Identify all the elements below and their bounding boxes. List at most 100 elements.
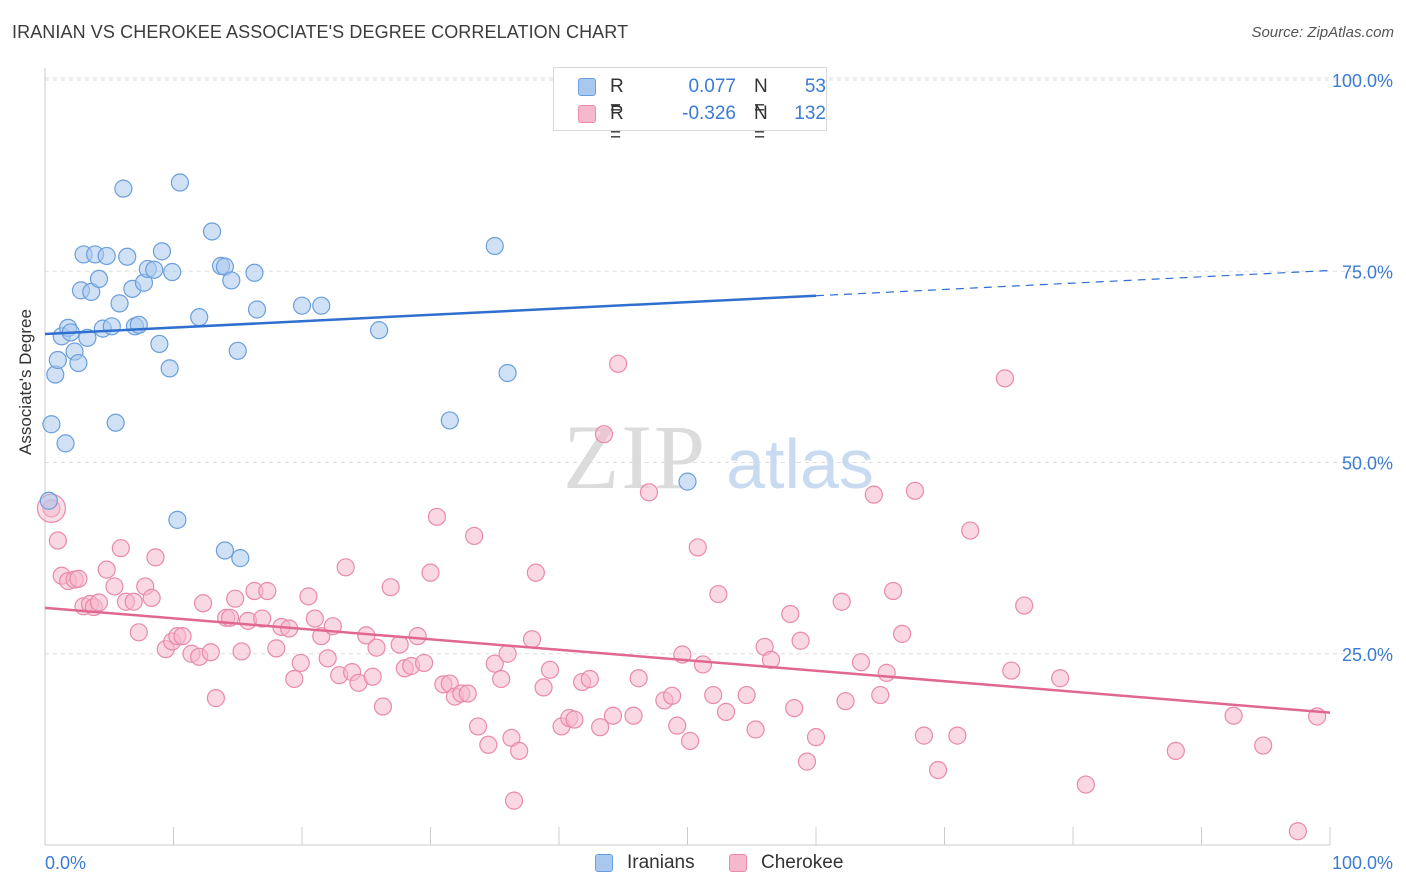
cherokee-point <box>129 623 148 642</box>
cherokee-point <box>534 678 553 697</box>
iranians-point <box>245 263 264 282</box>
cherokee-point <box>806 728 826 747</box>
iranians-point <box>678 472 697 491</box>
legend-r-label: R = <box>610 103 624 146</box>
cherokee-point <box>97 560 116 579</box>
cherokee-point <box>1224 706 1243 725</box>
iranians-point <box>56 434 75 453</box>
cherokee-point <box>89 593 109 612</box>
cherokee-swatch <box>578 105 596 123</box>
cherokee-point <box>864 485 883 504</box>
watermark-zip: ZIP <box>563 406 707 508</box>
cherokee-point <box>258 581 277 601</box>
iranians-point <box>97 246 116 266</box>
cherokee-point <box>1002 661 1021 680</box>
cherokee-point <box>609 354 628 373</box>
cherokee-point <box>305 609 324 628</box>
iranians-point <box>69 353 88 373</box>
iranians-point <box>145 260 164 279</box>
cherokee-point <box>832 592 851 611</box>
tick-labels: 25.0% 50.0% 75.0% 100.0% 0.0% 100.0% <box>45 71 1393 873</box>
iranians-point <box>163 262 182 282</box>
legend-n-label: N = <box>754 103 768 146</box>
cherokee-point <box>318 649 337 668</box>
iranians-point <box>102 317 121 336</box>
y-tick-label: 75.0% <box>1342 262 1393 282</box>
cherokee-point <box>291 653 310 673</box>
cherokee-point <box>704 685 723 705</box>
cherokee-point <box>905 481 925 500</box>
cherokee-point <box>603 706 623 725</box>
cherokee-point <box>414 653 434 673</box>
legend-n-value: 53 <box>804 76 826 97</box>
grid-layer <box>45 77 1390 655</box>
cherokee-point <box>781 604 800 624</box>
cherokee-point <box>629 669 648 688</box>
cherokee-point <box>1051 669 1070 688</box>
y-tick-label: 50.0% <box>1342 454 1393 474</box>
cherokee-point <box>336 558 355 577</box>
cherokee-point <box>390 635 409 654</box>
x-tick-label-max: 100.0% <box>1332 853 1393 873</box>
iranians-point <box>190 308 209 327</box>
cherokee-point <box>504 791 524 810</box>
iranians-point <box>202 222 222 241</box>
cherokee-point <box>285 669 304 689</box>
iranians-point <box>118 247 137 266</box>
cherokee-point <box>458 684 477 703</box>
iranians-point <box>312 296 331 315</box>
cherokee-point <box>746 720 765 739</box>
cherokee-point <box>299 587 318 606</box>
x-tick-label-min: 0.0% <box>45 853 86 873</box>
iranians-point <box>228 341 247 360</box>
iranians-point <box>215 541 234 560</box>
cherokee-point <box>995 369 1014 388</box>
legend-label-iranians: Iranians <box>627 852 695 873</box>
cherokee-point <box>693 655 713 674</box>
cherokee-point <box>421 563 440 582</box>
cherokee-point <box>1015 596 1034 615</box>
cherokee-point <box>785 698 804 718</box>
iranians-point <box>292 296 312 315</box>
iranians-swatch <box>595 854 613 872</box>
legend-r-value: -0.326 <box>682 103 736 124</box>
legend-label-cherokee: Cherokee <box>761 852 844 873</box>
cherokee-point <box>877 663 896 682</box>
cherokee-point <box>737 685 756 705</box>
cherokee-point <box>1288 822 1307 841</box>
iranians-point <box>48 350 67 370</box>
cherokee-point <box>479 735 498 754</box>
cherokee-point <box>492 669 511 689</box>
iranians-point <box>106 413 125 432</box>
iranians-point <box>78 328 97 347</box>
cherokee-point <box>580 669 599 689</box>
cherokee-point <box>565 710 584 729</box>
y-axis-label: Associate's Degree <box>16 309 35 455</box>
cherokee-point <box>526 563 545 582</box>
cherokee-point <box>193 594 213 613</box>
cherokee-point <box>591 718 610 737</box>
cherokee-point <box>680 731 700 751</box>
cherokee-point <box>709 584 728 604</box>
cherokee-point <box>485 654 504 673</box>
trend-lines <box>44 269 1331 714</box>
cherokee-point <box>465 526 484 546</box>
cherokee-point <box>668 716 687 735</box>
cherokee-point <box>961 521 980 540</box>
legend-n-label: N = <box>754 76 768 119</box>
cherokee-point <box>688 538 707 557</box>
iranians-point <box>168 510 187 529</box>
cherokee-point <box>639 483 659 502</box>
cherokee-point <box>510 741 529 761</box>
legend-n-value: 132 <box>794 103 826 124</box>
y-tick-label: 25.0% <box>1342 645 1393 665</box>
y-tick-label: 100.0% <box>1332 71 1393 91</box>
cherokee-point <box>624 706 643 725</box>
cherokee-point <box>105 577 124 596</box>
cherokee-point <box>1166 741 1185 761</box>
cherokee-point <box>791 631 810 650</box>
cherokee-point <box>173 627 192 646</box>
iranians-trend-line <box>44 294 817 336</box>
cherokee-point <box>408 627 427 646</box>
